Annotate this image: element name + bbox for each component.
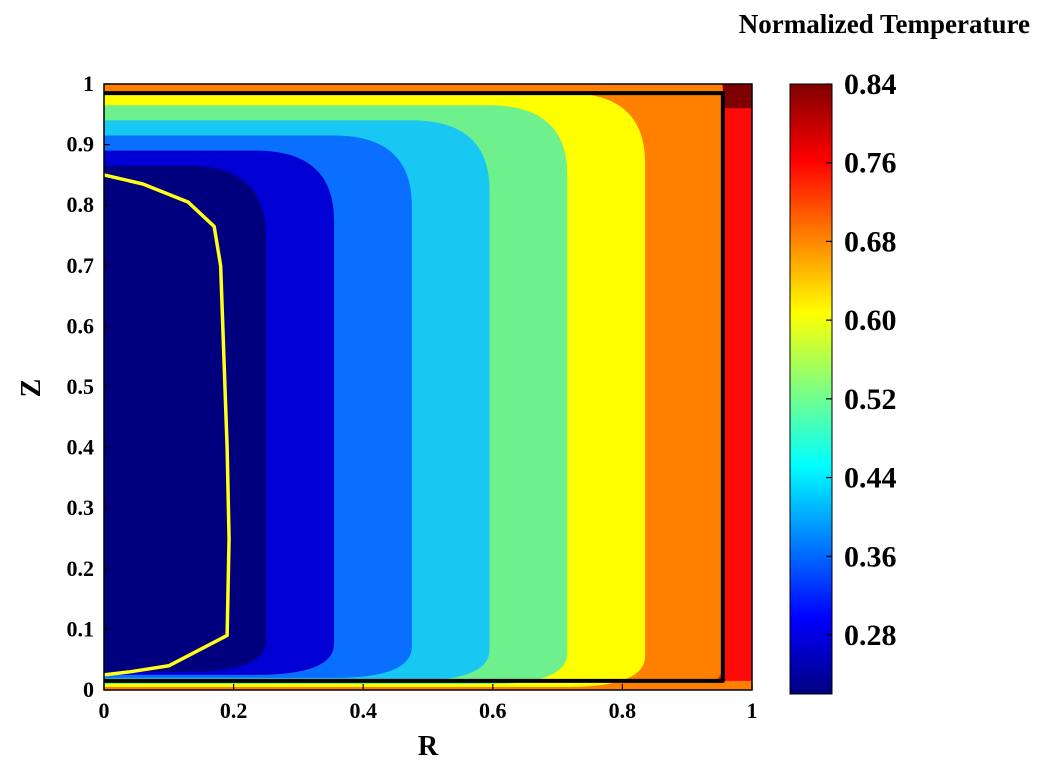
y-tick-label: 0.7 <box>67 253 95 278</box>
x-tick-label: 0.2 <box>220 698 248 723</box>
outlines <box>104 91 725 683</box>
colorbar-tick-label: 0.84 <box>844 68 897 101</box>
corner-band-region <box>722 84 752 109</box>
colorbar-tick-label: 0.60 <box>844 304 897 337</box>
plot-area <box>104 84 752 690</box>
colorbar: 0.84 0.76 0.68 0.60 0.52 0.44 0.36 0.28 <box>789 68 897 695</box>
colorbar-tick-label: 0.68 <box>844 225 897 258</box>
x-axis-label: R <box>418 731 439 762</box>
y-tick-label: 0.2 <box>67 556 95 581</box>
contour-bands <box>104 84 723 690</box>
colorbar-gradient <box>789 83 833 695</box>
x-tick-label: 0.8 <box>609 698 637 723</box>
y-tick-label: 0 <box>83 677 94 702</box>
x-tick-label: 1 <box>747 698 758 723</box>
y-tick-label: 0.6 <box>67 313 95 338</box>
colorbar-tick-label: 0.36 <box>844 540 897 573</box>
y-axis-ticks: 0 0.1 0.2 0.3 0.4 0.5 0.6 0.7 0.8 0.9 1 <box>67 71 110 702</box>
y-tick-label: 0.1 <box>67 616 95 641</box>
contour-band-1 <box>104 165 266 672</box>
colorbar-ticks: 0.84 0.76 0.68 0.60 0.52 0.44 0.36 0.28 <box>826 68 897 652</box>
x-tick-label: 0 <box>99 698 110 723</box>
y-tick-label: 0.5 <box>67 374 95 399</box>
colorbar-tick-label: 0.28 <box>844 619 897 652</box>
y-tick-label: 0.9 <box>67 132 95 157</box>
x-tick-label: 0.6 <box>479 698 507 723</box>
black-boundary-line <box>104 91 725 683</box>
colorbar-title: Normalized Temperature <box>739 9 1030 39</box>
colorbar-tick-label: 0.52 <box>844 383 897 416</box>
colorbar-tick-label: 0.76 <box>844 147 897 180</box>
yellow-isotherm-line <box>104 173 231 677</box>
x-tick-label: 0.4 <box>349 698 377 723</box>
y-tick-label: 1 <box>83 71 94 96</box>
y-tick-label: 0.4 <box>67 435 95 460</box>
y-tick-label: 0.3 <box>67 495 95 520</box>
y-axis-label: Z <box>16 379 47 398</box>
x-axis-ticks: 0 0.2 0.4 0.6 0.8 1 <box>99 684 758 723</box>
y-tick-label: 0.8 <box>67 192 95 217</box>
colorbar-tick-label: 0.44 <box>844 462 897 495</box>
